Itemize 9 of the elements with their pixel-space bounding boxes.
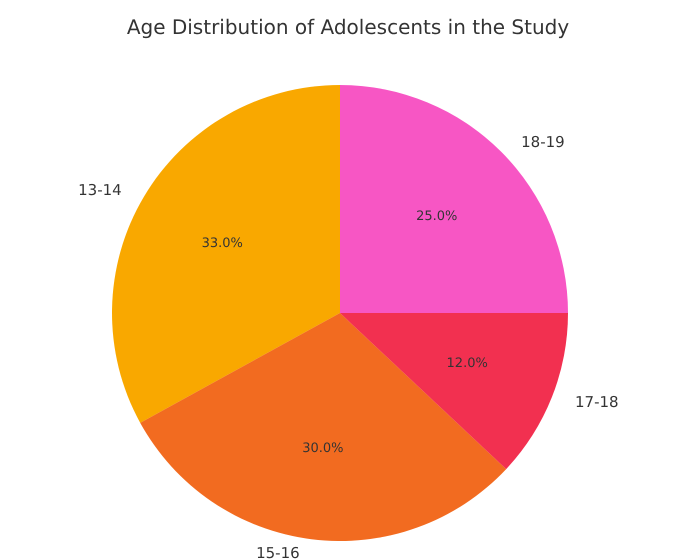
data-label: 25.0% bbox=[416, 208, 458, 224]
chart-title: Age Distribution of Adolescents in the Study bbox=[126, 15, 570, 39]
slice-label: 13-14 bbox=[78, 180, 122, 199]
slice-label: 17-18 bbox=[575, 393, 619, 412]
data-label: 30.0% bbox=[302, 441, 344, 456]
slice-label: 15-16 bbox=[256, 544, 300, 560]
data-label: 33.0% bbox=[202, 236, 243, 251]
slice-label: 18-19 bbox=[521, 132, 565, 151]
data-label: 12.0% bbox=[446, 356, 488, 371]
